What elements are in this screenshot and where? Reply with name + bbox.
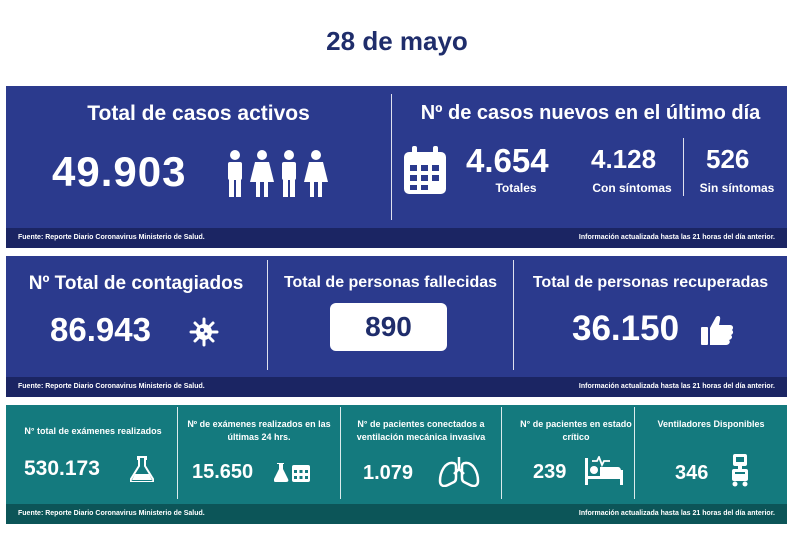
panel-divider bbox=[634, 407, 635, 499]
panel-divider bbox=[340, 407, 341, 499]
footer-info: Información actualizada hasta las 21 hor… bbox=[578, 234, 775, 241]
new-cases-symptomatic-label: Con síntomas bbox=[592, 181, 672, 195]
footer-info: Información actualizada hasta las 21 hor… bbox=[578, 510, 775, 517]
exams-24h-value: 15.650 bbox=[192, 461, 254, 483]
deaths-value: 890 bbox=[330, 303, 447, 351]
footer-source: Fuente: Reporte Diario Coronavirus Minis… bbox=[18, 234, 205, 241]
people-icon bbox=[228, 150, 328, 197]
panel-divider bbox=[513, 260, 514, 370]
flask-icon bbox=[130, 456, 154, 482]
new-cases-title: Nº de casos nuevos en el último día bbox=[420, 102, 761, 124]
totals-panel: Nº Total de contagiados 86.943 Total de … bbox=[6, 256, 787, 397]
exams-24h-title: Nº de exámenes realizados en las últimas… bbox=[187, 419, 331, 442]
new-cases-total-label: Totales bbox=[495, 181, 537, 195]
virus-icon bbox=[189, 317, 219, 347]
recovered-value: 36.150 bbox=[572, 309, 680, 348]
contagiados-title: Nº Total de contagiados bbox=[28, 273, 244, 294]
lungs-icon bbox=[438, 457, 480, 487]
new-cases-divider bbox=[683, 138, 684, 196]
panel-divider bbox=[391, 94, 392, 220]
report-date: 28 de mayo bbox=[326, 26, 468, 56]
tests-and-icu-panel: N° total de exámenes realizados 530.173 … bbox=[6, 405, 787, 524]
exams-total-title: N° total de exámenes realizados bbox=[24, 426, 162, 436]
flask-calendar-icon bbox=[274, 463, 310, 482]
critical-value: 239 bbox=[533, 461, 567, 483]
thumbs-up-icon bbox=[701, 316, 734, 345]
footer-info: Información actualizada hasta las 21 hor… bbox=[578, 383, 775, 390]
panel-footer: Fuente: Reporte Diario Coronavirus Minis… bbox=[6, 228, 787, 248]
ventilated-title: N° de pacientes conectados a ventilación… bbox=[356, 419, 486, 442]
new-cases-asymptomatic-value: 526 bbox=[706, 144, 750, 174]
ventilators-title: Ventiladores Disponibles bbox=[657, 419, 765, 429]
panel-divider bbox=[501, 407, 502, 499]
active-and-new-cases-panel: Total de casos activos 49.903 Nº de caso… bbox=[6, 86, 787, 248]
new-cases-total-value: 4.654 bbox=[466, 142, 549, 179]
exams-total-value: 530.173 bbox=[24, 457, 100, 480]
active-cases-value: 49.903 bbox=[52, 148, 187, 195]
deaths-title: Total de personas fallecidas bbox=[283, 274, 498, 291]
new-cases-symptomatic-value: 4.128 bbox=[591, 144, 657, 174]
panel-divider bbox=[177, 407, 178, 499]
hospital-bed-icon bbox=[585, 456, 623, 485]
recovered-title: Total de personas recuperadas bbox=[532, 274, 769, 291]
calendar-icon bbox=[404, 146, 446, 194]
ventilators-value: 346 bbox=[675, 462, 709, 484]
critical-title: N° de pacientes en estado crítico bbox=[520, 419, 632, 442]
panel-footer: Fuente: Reporte Diario Coronavirus Minis… bbox=[6, 504, 787, 524]
ventilated-value: 1.079 bbox=[363, 462, 414, 484]
active-cases-title: Total de casos activos bbox=[87, 102, 310, 125]
footer-source: Fuente: Reporte Diario Coronavirus Minis… bbox=[18, 383, 205, 390]
footer-source: Fuente: Reporte Diario Coronavirus Minis… bbox=[18, 510, 205, 517]
contagiados-value: 86.943 bbox=[50, 311, 151, 348]
ventilator-icon bbox=[732, 454, 748, 487]
panel-divider bbox=[267, 260, 268, 370]
new-cases-asymptomatic-label: Sin síntomas bbox=[699, 181, 775, 195]
panel-footer: Fuente: Reporte Diario Coronavirus Minis… bbox=[6, 377, 787, 397]
